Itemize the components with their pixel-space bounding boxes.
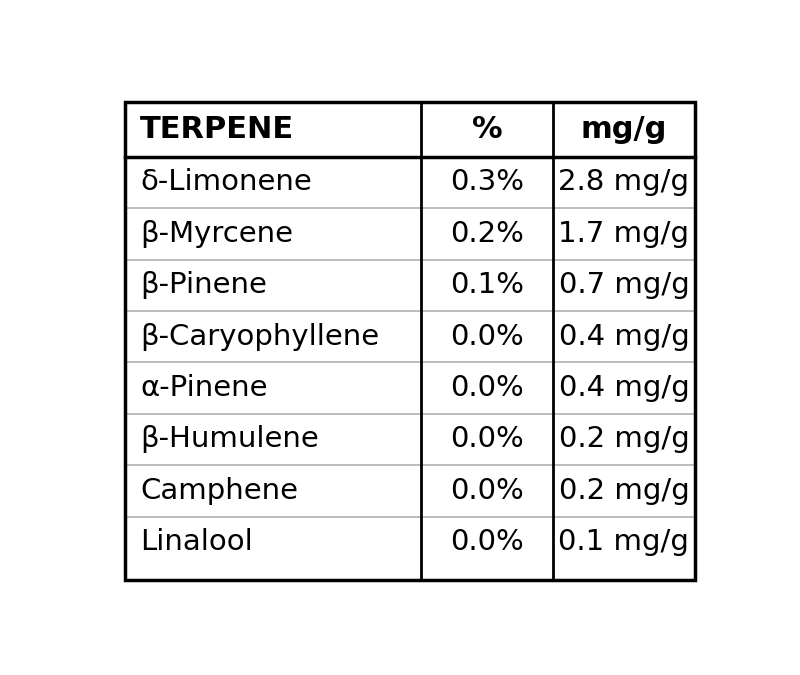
Text: 0.2 mg/g: 0.2 mg/g xyxy=(558,425,690,454)
Text: TERPENE: TERPENE xyxy=(140,115,294,144)
Text: 0.0%: 0.0% xyxy=(450,529,524,556)
Text: α-Pinene: α-Pinene xyxy=(140,374,268,402)
Text: 1.7 mg/g: 1.7 mg/g xyxy=(558,220,690,248)
Text: β-Myrcene: β-Myrcene xyxy=(140,220,294,248)
Bar xyxy=(125,260,695,311)
Text: Linalool: Linalool xyxy=(140,529,253,556)
Text: 0.4 mg/g: 0.4 mg/g xyxy=(558,323,690,351)
Text: 0.2 mg/g: 0.2 mg/g xyxy=(558,477,690,505)
Text: 0.1%: 0.1% xyxy=(450,271,524,299)
Text: 0.0%: 0.0% xyxy=(450,374,524,402)
Text: β-Pinene: β-Pinene xyxy=(140,271,267,299)
Text: β-Caryophyllene: β-Caryophyllene xyxy=(140,323,379,351)
Bar xyxy=(125,208,695,260)
Bar xyxy=(125,102,695,157)
Text: β-Humulene: β-Humulene xyxy=(140,425,319,454)
Text: 0.4 mg/g: 0.4 mg/g xyxy=(558,374,690,402)
Text: mg/g: mg/g xyxy=(581,115,667,144)
Text: 0.2%: 0.2% xyxy=(450,220,524,248)
Text: 0.0%: 0.0% xyxy=(450,323,524,351)
Text: 0.0%: 0.0% xyxy=(450,425,524,454)
Bar xyxy=(125,157,695,208)
Bar xyxy=(125,362,695,414)
Text: Camphene: Camphene xyxy=(140,477,298,505)
Text: 0.0%: 0.0% xyxy=(450,477,524,505)
Text: 0.1 mg/g: 0.1 mg/g xyxy=(558,529,690,556)
Bar xyxy=(125,516,695,568)
Bar xyxy=(125,414,695,465)
Bar xyxy=(125,465,695,516)
Text: %: % xyxy=(472,115,502,144)
Text: 0.3%: 0.3% xyxy=(450,169,524,196)
Text: 0.7 mg/g: 0.7 mg/g xyxy=(558,271,690,299)
Text: 2.8 mg/g: 2.8 mg/g xyxy=(558,169,690,196)
Bar xyxy=(125,311,695,362)
Text: δ-Limonene: δ-Limonene xyxy=(140,169,312,196)
